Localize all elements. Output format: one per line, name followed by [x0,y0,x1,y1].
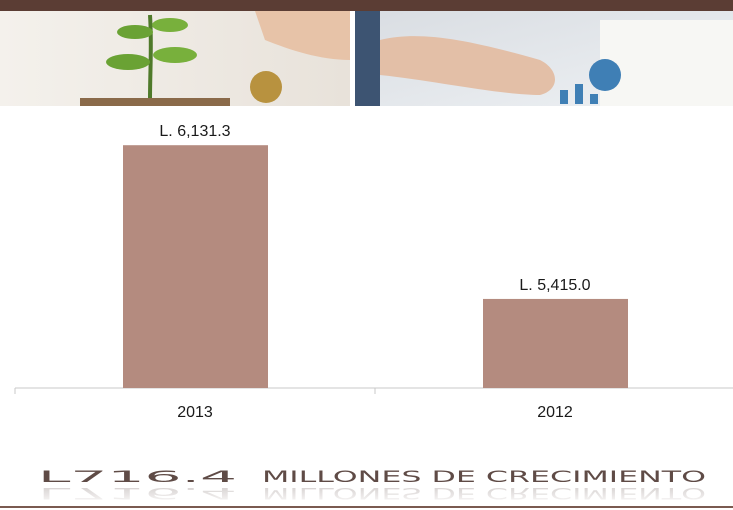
subheadline: MILLONES DE CRECIMIENTO [262,467,706,486]
photo-right [355,11,733,106]
x-tick-label: 2012 [537,404,573,421]
headline: L716.4 [38,467,237,486]
value-label: L. 6,131.3 [159,123,230,140]
x-tick-label: 2013 [177,404,213,421]
bar [483,298,628,388]
value-label: L. 5,415.0 [519,277,590,294]
photo-left [0,11,350,106]
bar [123,145,268,388]
top-band [0,0,733,11]
reflection-fade [0,486,733,506]
